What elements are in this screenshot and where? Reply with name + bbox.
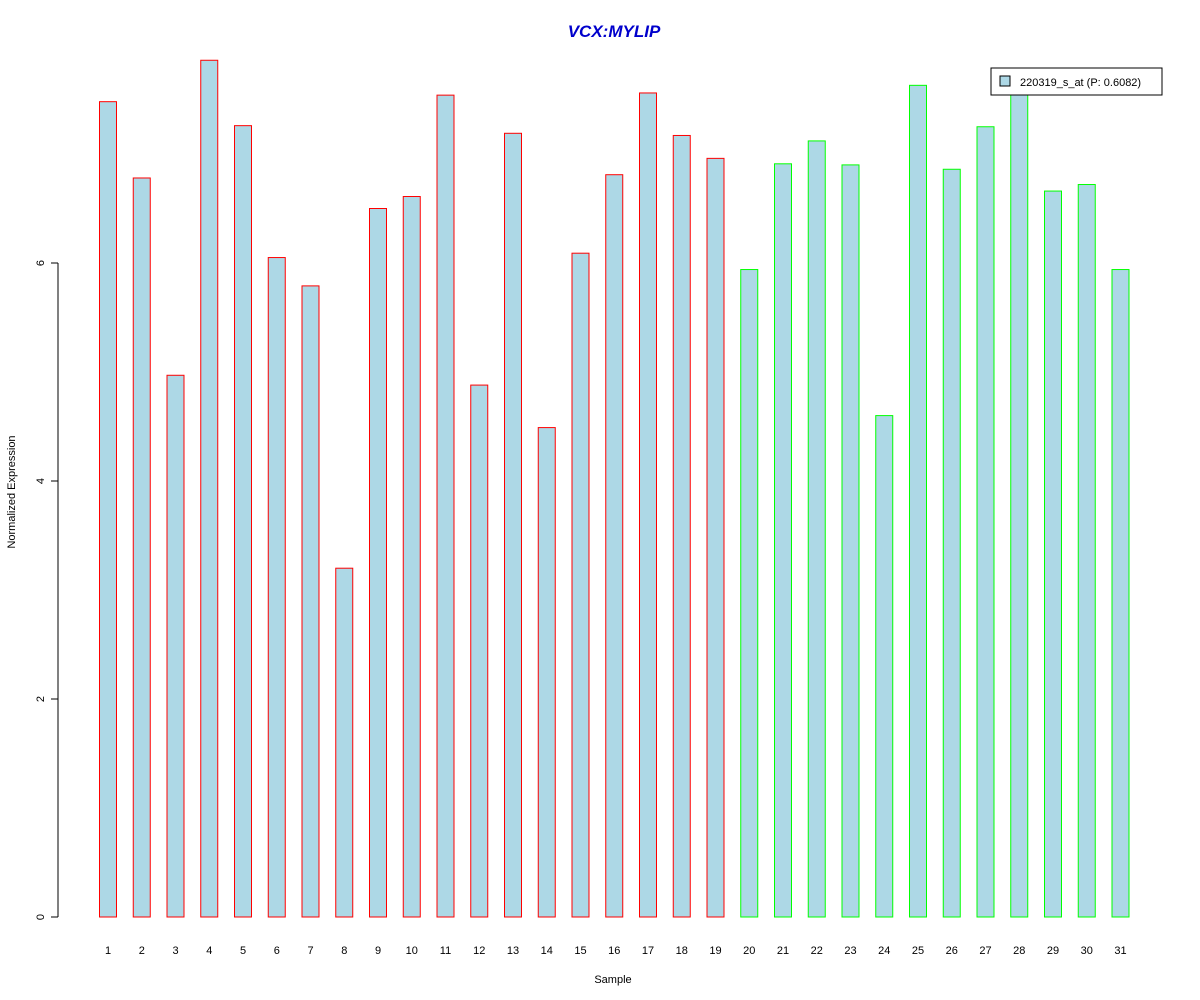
x-tick-label: 21 bbox=[777, 945, 789, 957]
x-tick-label: 9 bbox=[375, 945, 381, 957]
bar-sample-30 bbox=[1077, 184, 1096, 918]
x-tick-label: 17 bbox=[642, 945, 654, 957]
bar-sample-18 bbox=[672, 134, 691, 918]
x-tick-label: 31 bbox=[1114, 945, 1126, 957]
bar-sample-3 bbox=[166, 374, 185, 918]
x-tick-label: 1 bbox=[105, 945, 111, 957]
bar-sample-10 bbox=[402, 196, 421, 918]
x-tick-label: 4 bbox=[206, 945, 212, 957]
x-tick-label: 6 bbox=[274, 945, 280, 957]
bar-sample-4 bbox=[200, 59, 219, 918]
bar-sample-14 bbox=[537, 427, 556, 918]
bar-sample-25 bbox=[909, 84, 927, 918]
x-tick-label: 12 bbox=[473, 945, 485, 957]
bar-sample-27 bbox=[976, 126, 995, 918]
x-tick-label: 25 bbox=[912, 945, 924, 957]
legend-label: 220319_s_at (P: 0.6082) bbox=[1020, 77, 1141, 89]
bar-sample-21 bbox=[774, 163, 792, 918]
chart-title: VCX:MYLIP bbox=[568, 22, 661, 41]
x-tick-label: 14 bbox=[541, 945, 553, 957]
bar-sample-28 bbox=[1010, 93, 1029, 918]
x-tick-label: 13 bbox=[507, 945, 519, 957]
bar-sample-31 bbox=[1111, 269, 1130, 918]
x-tick-label: 27 bbox=[979, 945, 991, 957]
x-tick-label: 2 bbox=[139, 945, 145, 957]
x-tick-labels: 1 2 3 4 5 6 7 8 9 10 11 12 13 14 15 16 17 18 19 20 21 22 23 24 2… bbox=[105, 945, 1127, 957]
bar-sample-20 bbox=[740, 269, 759, 918]
y-axis: 0 2 4 6 bbox=[35, 260, 59, 920]
bar-sample-5 bbox=[234, 125, 252, 918]
x-axis-label: Sample bbox=[594, 974, 631, 986]
bar-sample-7 bbox=[301, 285, 320, 918]
x-tick-label: 23 bbox=[844, 945, 856, 957]
x-tick-label: 24 bbox=[878, 945, 890, 957]
bar-sample-9 bbox=[369, 208, 387, 918]
x-tick-label: 11 bbox=[440, 945, 451, 957]
x-tick-label: 5 bbox=[240, 945, 246, 957]
bar-sample-29 bbox=[1044, 190, 1062, 918]
x-tick-label: 8 bbox=[341, 945, 347, 957]
y-tick-label: 6 bbox=[35, 260, 47, 266]
bar-sample-8 bbox=[335, 567, 354, 918]
x-tick-label: 30 bbox=[1081, 945, 1093, 957]
bar-sample-24 bbox=[875, 415, 894, 918]
legend: 220319_s_at (P: 0.6082) bbox=[990, 67, 1163, 96]
bar-sample-1 bbox=[99, 101, 117, 918]
y-tick-label: 4 bbox=[35, 478, 47, 484]
x-tick-label: 20 bbox=[743, 945, 755, 957]
x-tick-label: 15 bbox=[574, 945, 586, 957]
x-tick-label: 29 bbox=[1047, 945, 1059, 957]
legend-swatch bbox=[999, 75, 1011, 87]
y-tick-label: 0 bbox=[35, 914, 47, 920]
bar-sample-16 bbox=[605, 174, 624, 918]
bar-sample-11 bbox=[436, 94, 455, 918]
bar-sample-6 bbox=[267, 257, 286, 918]
bar-sample-13 bbox=[504, 132, 522, 918]
x-tick-label: 18 bbox=[676, 945, 688, 957]
bar-sample-12 bbox=[470, 384, 489, 918]
bar-sample-15 bbox=[571, 252, 590, 918]
x-tick-label: 16 bbox=[608, 945, 620, 957]
bars-group bbox=[99, 59, 1130, 918]
x-tick-label: 3 bbox=[172, 945, 178, 957]
x-tick-label: 10 bbox=[406, 945, 418, 957]
legend-box bbox=[990, 67, 1163, 96]
x-tick-label: 26 bbox=[946, 945, 958, 957]
bar-sample-19 bbox=[706, 157, 725, 918]
bar-sample-17 bbox=[639, 92, 657, 918]
bar-sample-2 bbox=[132, 177, 151, 918]
x-tick-label: 22 bbox=[811, 945, 823, 957]
bar-sample-23 bbox=[841, 164, 860, 918]
x-tick-label: 7 bbox=[307, 945, 313, 957]
y-tick-label: 2 bbox=[35, 696, 47, 702]
x-tick-label: 28 bbox=[1013, 945, 1025, 957]
x-tick-label: 19 bbox=[709, 945, 721, 957]
bar-sample-26 bbox=[942, 168, 961, 918]
y-axis-label: Normalized Expression bbox=[6, 435, 18, 548]
bar-sample-22 bbox=[807, 140, 826, 918]
